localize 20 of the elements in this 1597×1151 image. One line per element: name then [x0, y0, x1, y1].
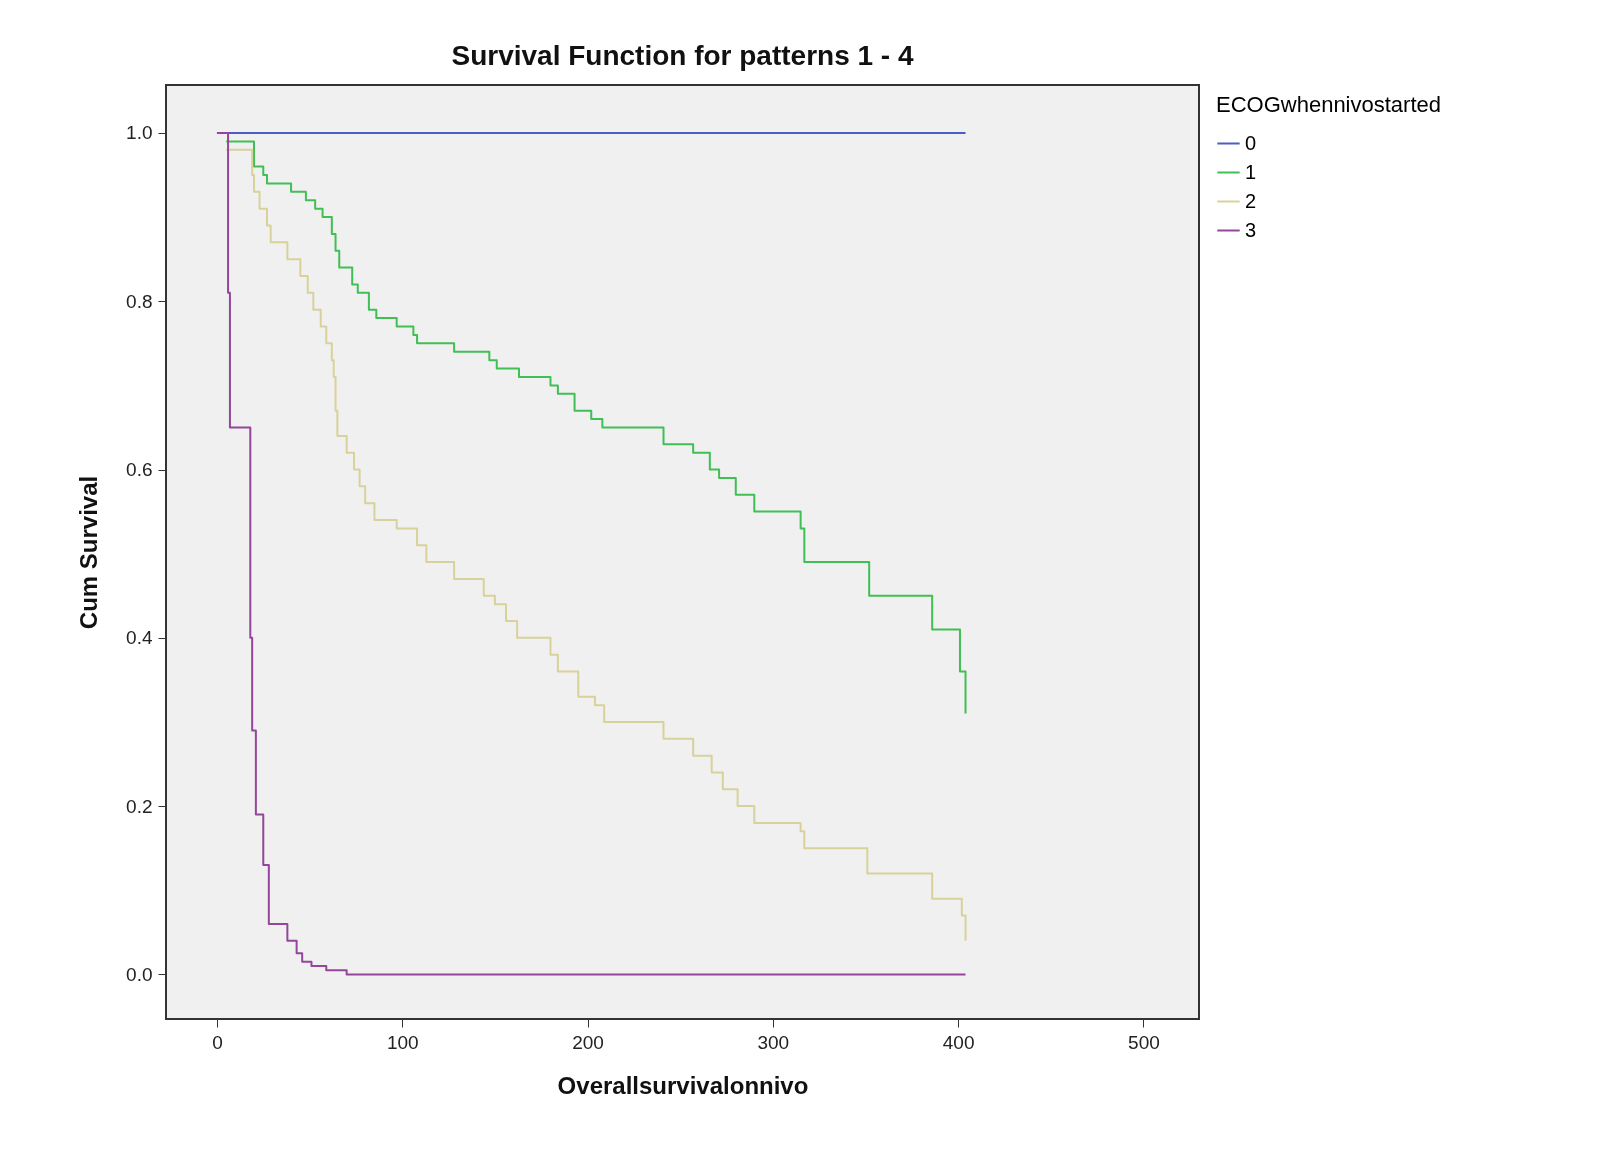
y-tick-label: 0.8 — [126, 290, 153, 312]
legend-label: 0 — [1245, 131, 1257, 154]
legend-label: 2 — [1245, 189, 1257, 212]
y-tick-label: 0.4 — [126, 627, 153, 649]
y-tick-label: 1.0 — [126, 122, 153, 144]
x-tick-label: 500 — [1128, 1031, 1160, 1053]
y-tick-label: 0.0 — [126, 963, 153, 985]
y-tick-label: 0.2 — [126, 795, 153, 817]
x-axis-title: Overallsurvivalonnivo — [557, 1071, 809, 1099]
legend-title: ECOGwhennivostarted — [1216, 92, 1441, 117]
y-tick-label: 0.6 — [126, 459, 153, 481]
chart-title: Survival Function for patterns 1 - 4 — [451, 40, 914, 71]
legend-label: 1 — [1245, 160, 1257, 183]
x-tick-label: 0 — [212, 1031, 223, 1053]
x-tick-label: 400 — [942, 1031, 975, 1053]
x-tick-label: 200 — [572, 1031, 604, 1053]
x-tick-label: 300 — [757, 1031, 790, 1053]
y-axis-title: Cum Survival — [75, 475, 103, 630]
legend-label: 3 — [1245, 218, 1257, 241]
x-tick-label: 100 — [386, 1031, 419, 1053]
